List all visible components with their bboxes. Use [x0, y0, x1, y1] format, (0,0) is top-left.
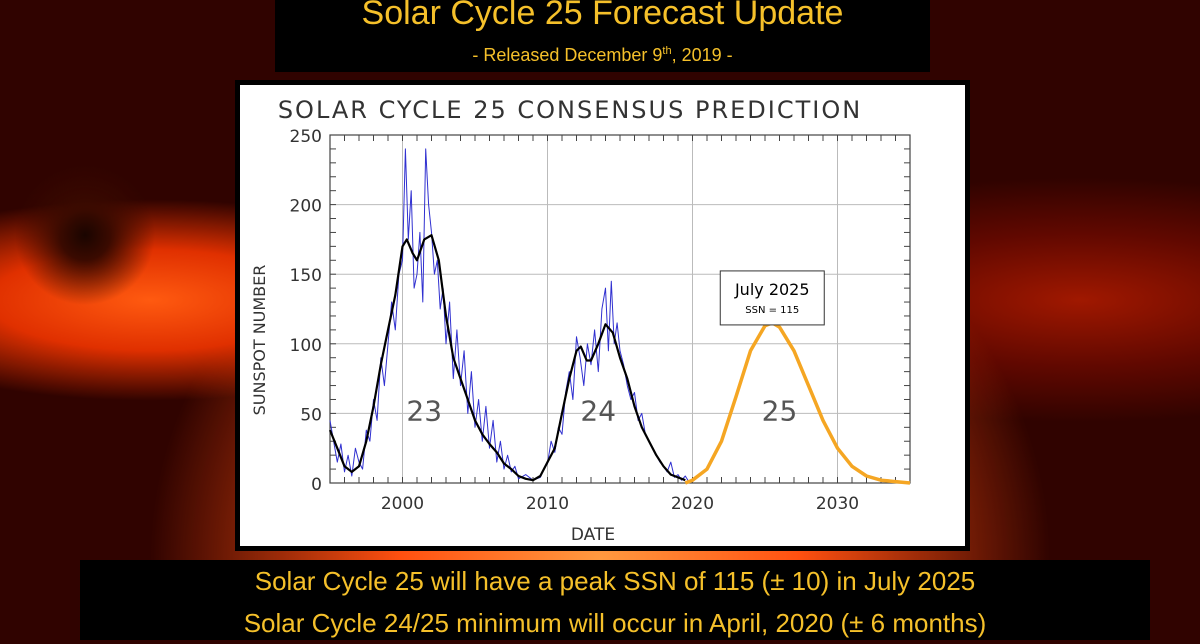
x-axis-label: DATE — [571, 525, 615, 545]
annotation-value: SSN = 115 — [745, 305, 799, 316]
y-axis-label: SUNSPOT NUMBER — [250, 265, 269, 416]
chart-background — [240, 85, 965, 546]
minimum-summary: Solar Cycle 24/25 minimum will occur in … — [243, 608, 987, 638]
plot-frame — [329, 134, 911, 484]
smoothed-line — [328, 234, 686, 482]
release-text: - Released December 9 — [472, 45, 663, 65]
y-tick-label: 200 — [290, 197, 322, 217]
title-banner: Solar Cycle 25 Forecast Update - Release… — [275, 0, 930, 72]
annotation-title: July 2025 — [734, 280, 810, 299]
chart-frame: SOLAR CYCLE 25 CONSENSUS PREDICTION DATE… — [235, 80, 970, 551]
main-title: Solar Cycle 25 Forecast Update — [361, 0, 844, 32]
annotation-box — [719, 270, 825, 326]
y-tick-label: 50 — [300, 405, 322, 425]
release-sup: th — [662, 45, 672, 57]
chart-title: SOLAR CYCLE 25 CONSENSUS PREDICTION — [278, 96, 862, 124]
summary-banner: Solar Cycle 25 will have a peak SSN of 1… — [80, 560, 1150, 640]
y-tick-label: 100 — [290, 336, 322, 356]
peak-summary: Solar Cycle 25 will have a peak SSN of 1… — [254, 566, 976, 596]
release-date: - Released December 9th, 2019 - — [275, 38, 930, 68]
x-tick-label: 2020 — [671, 494, 714, 514]
cycle-label: 23 — [406, 394, 442, 427]
y-tick-label: 250 — [290, 127, 322, 147]
cycle-label: 24 — [580, 394, 616, 427]
y-tick-label: 150 — [290, 266, 322, 286]
release-year: , 2019 - — [671, 45, 733, 65]
chart: SOLAR CYCLE 25 CONSENSUS PREDICTION DATE… — [240, 85, 965, 546]
y-tick-label: 0 — [311, 475, 322, 495]
prediction-line — [684, 321, 911, 485]
x-tick-label: 2010 — [526, 494, 569, 514]
x-tick-label: 2000 — [381, 494, 424, 514]
x-tick-label: 2030 — [816, 494, 859, 514]
cycle-label: 25 — [762, 394, 798, 427]
